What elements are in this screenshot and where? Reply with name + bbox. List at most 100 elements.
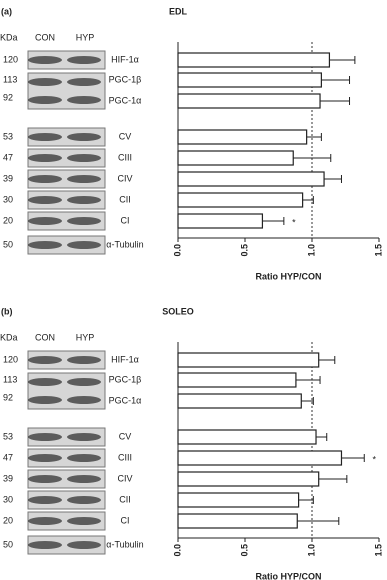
kda-marker: 50 — [3, 539, 13, 549]
blot-band — [28, 356, 62, 364]
loading-control-label: α-Tubulin — [106, 239, 143, 249]
lane-label: CON — [35, 32, 55, 42]
kda-marker: 113 — [3, 374, 17, 384]
category-label: PGC-1α — [109, 395, 142, 405]
bar — [177, 352, 320, 368]
annotation: * — [373, 454, 377, 464]
x-tick-label: 1.5 — [373, 244, 383, 257]
kda-marker: 113 — [3, 74, 17, 84]
blot-band — [67, 356, 101, 364]
lane-label: HYP — [76, 32, 95, 42]
chart-title: SOLEO — [162, 306, 194, 316]
blot-band — [67, 96, 101, 104]
loading-control-label: α-Tubulin — [106, 539, 143, 549]
bar — [177, 93, 321, 109]
blot-band — [67, 396, 101, 404]
blot-band — [67, 56, 101, 64]
category-label: CIII — [118, 452, 132, 462]
category-label: HIF-1α — [111, 54, 139, 64]
kda-marker: 39 — [3, 473, 13, 483]
chart-title: EDL — [169, 6, 188, 16]
bar — [177, 52, 331, 68]
blot-band — [28, 517, 62, 525]
bar — [177, 513, 298, 529]
blot-band — [28, 96, 62, 104]
blot-band — [28, 241, 62, 249]
blot-band — [67, 241, 101, 249]
category-label: CIV — [117, 473, 132, 483]
blot-band — [28, 78, 62, 86]
kda-marker: 53 — [3, 431, 13, 441]
bar — [177, 429, 317, 445]
category-label: CI — [121, 515, 130, 525]
blot-band — [67, 475, 101, 483]
x-tick-label: 0.5 — [239, 244, 249, 257]
blot-band — [67, 541, 101, 549]
blot-band — [67, 378, 101, 386]
x-axis-label: Ratio HYP/CON — [255, 271, 321, 281]
blot-band — [67, 78, 101, 86]
category-label: PGC-1β — [109, 374, 142, 384]
category-label: CIV — [117, 173, 132, 183]
bar — [177, 372, 297, 388]
bar — [177, 171, 325, 187]
category-label: CV — [119, 431, 132, 441]
blot-band — [28, 217, 62, 225]
category-label: HIF-1α — [111, 354, 139, 364]
x-tick-label: 1.5 — [373, 544, 383, 557]
blot-band — [67, 517, 101, 525]
panel-label: (a) — [1, 6, 12, 16]
kda-header: KDa — [0, 32, 18, 42]
x-axis-label: Ratio HYP/CON — [255, 571, 321, 580]
lane-label: CON — [35, 332, 55, 342]
blot-band — [67, 454, 101, 462]
blot-band — [67, 175, 101, 183]
blot-band — [28, 154, 62, 162]
annotation: * — [292, 217, 296, 227]
bar — [177, 450, 343, 466]
kda-marker: 120 — [3, 354, 18, 364]
kda-marker: 53 — [3, 131, 13, 141]
blot-band — [67, 196, 101, 204]
kda-marker: 50 — [3, 239, 13, 249]
category-label: CI — [121, 215, 130, 225]
bar — [177, 72, 322, 88]
category-label: CV — [119, 131, 132, 141]
kda-marker: 92 — [3, 92, 13, 102]
bar — [177, 393, 302, 409]
kda-marker: 47 — [3, 152, 13, 162]
blot-band — [28, 454, 62, 462]
blot-band — [28, 56, 62, 64]
kda-marker: 47 — [3, 452, 13, 462]
blot-band — [67, 133, 101, 141]
kda-marker: 30 — [3, 194, 13, 204]
bar — [177, 129, 308, 145]
bar — [177, 213, 264, 229]
bar — [177, 192, 304, 208]
lane-label: HYP — [76, 332, 95, 342]
kda-marker: 39 — [3, 173, 13, 183]
bar — [177, 471, 320, 487]
x-tick-label: 1.0 — [306, 244, 316, 257]
bar — [177, 150, 294, 166]
category-label: PGC-1α — [109, 95, 142, 105]
kda-marker: 30 — [3, 494, 13, 504]
blot-band — [28, 433, 62, 441]
blot-band — [67, 154, 101, 162]
x-tick-label: 1.0 — [306, 544, 316, 557]
kda-header: KDa — [0, 332, 18, 342]
bar — [177, 492, 300, 508]
blot-band — [28, 175, 62, 183]
blot-band — [28, 133, 62, 141]
x-tick-label: 0.0 — [172, 244, 182, 257]
blot-band — [28, 541, 62, 549]
panel: (b) SOLEO KDa CON HYP 120 113 92 53 47 39 30 20 50 α-T… — [0, 306, 383, 580]
x-tick-label: 0.5 — [239, 544, 249, 557]
kda-marker: 20 — [3, 515, 13, 525]
kda-marker: 20 — [3, 215, 13, 225]
x-tick-label: 0.0 — [172, 544, 182, 557]
category-label: CIII — [118, 152, 132, 162]
blot-band — [28, 496, 62, 504]
blot-band — [28, 196, 62, 204]
